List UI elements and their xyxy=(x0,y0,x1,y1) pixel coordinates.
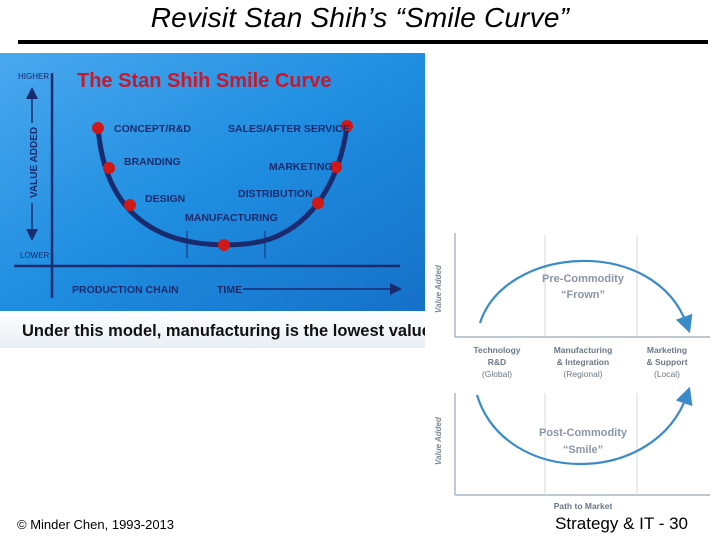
bottom-axis-value-label: Value Added xyxy=(434,416,443,465)
dot-concept xyxy=(92,122,104,134)
panel-background xyxy=(0,53,425,311)
column-2-line1: Manufacturing xyxy=(554,345,613,355)
frown-smile-panel: Value Added Pre-Commodity “Frown” Techno… xyxy=(434,233,710,511)
path-to-market-label: Path to Market xyxy=(554,501,613,511)
dot-distribution xyxy=(312,197,324,209)
column-2-line2: & Integration xyxy=(557,357,609,367)
dot-sales xyxy=(341,120,353,132)
smile-title: Post-Commodity xyxy=(539,427,628,439)
smile-curve-panel: HIGHER LOWER VALUE ADDED The Stan Shih S… xyxy=(0,53,425,348)
panel-heading: The Stan Shih Smile Curve xyxy=(77,70,332,92)
column-3-line2: & Support xyxy=(646,357,687,367)
dot-manufacturing xyxy=(218,239,230,251)
frown-title: Pre-Commodity xyxy=(542,273,625,285)
label-sales: SALES/AFTER SERVICE xyxy=(228,123,350,135)
column-1-line2: R&D xyxy=(488,357,506,367)
axis-low-label: LOWER xyxy=(20,251,50,260)
label-branding: BRANDING xyxy=(124,156,181,168)
axis-time-label: TIME xyxy=(217,284,242,296)
footer-copyright: © Minder Chen, 1993-2013 xyxy=(17,517,175,532)
label-distribution: DISTRIBUTION xyxy=(238,188,313,200)
footer-page-label: Strategy & IT - 30 xyxy=(555,514,688,533)
dot-branding xyxy=(103,162,115,174)
panel-caption: Under this model, manufacturing is the l… xyxy=(22,322,425,340)
column-1-line3: (Global) xyxy=(482,369,512,379)
top-axis-value-label: Value Added xyxy=(434,264,443,313)
column-3-line3: (Local) xyxy=(654,369,680,379)
label-design: DESIGN xyxy=(145,193,185,205)
axis-value-label: VALUE ADDED xyxy=(29,127,40,198)
title-rule xyxy=(18,40,708,44)
caption-background xyxy=(0,311,425,348)
label-concept: CONCEPT/R&D xyxy=(114,123,191,135)
axis-chain-label: PRODUCTION CHAIN xyxy=(72,284,179,296)
column-2-line3: (Regional) xyxy=(563,369,602,379)
column-1-line1: Technology xyxy=(473,345,520,355)
slide-title: Revisit Stan Shih’s “Smile Curve” xyxy=(150,2,570,33)
label-manufacturing: MANUFACTURING xyxy=(185,212,278,224)
frown-subtitle: “Frown” xyxy=(561,289,605,301)
axis-high-label: HIGHER xyxy=(18,72,49,81)
dot-design xyxy=(124,199,136,211)
frown-curve xyxy=(478,259,693,334)
smile-curve-right xyxy=(475,386,693,465)
label-marketing: MARKETING xyxy=(269,161,333,173)
column-3-line1: Marketing xyxy=(647,345,687,355)
smile-subtitle: “Smile” xyxy=(563,444,603,456)
dot-marketing xyxy=(330,161,342,173)
